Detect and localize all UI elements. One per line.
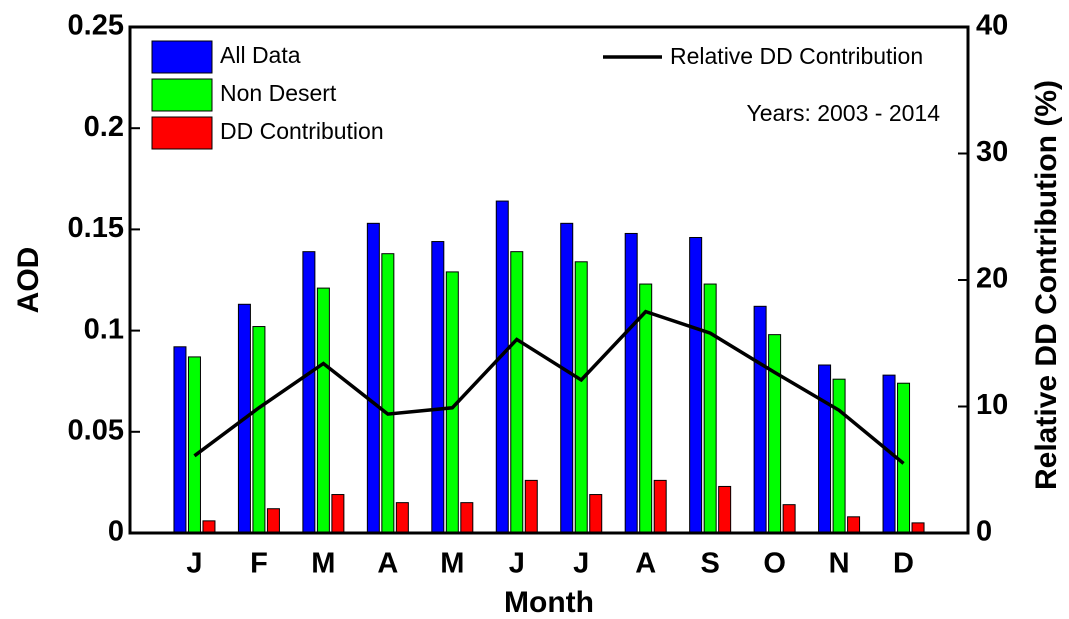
- bar: [495, 200, 509, 534]
- y-tick-label: 0.1: [84, 313, 124, 345]
- bar: [689, 236, 703, 534]
- bar: [624, 232, 638, 534]
- y-tick-label: 0.2: [84, 111, 124, 143]
- bar: [202, 520, 216, 534]
- y-axis-label: AOD: [12, 247, 45, 314]
- bar: [316, 287, 330, 534]
- x-tick-label: J: [186, 548, 202, 580]
- bar: [302, 251, 316, 534]
- bar: [768, 334, 782, 534]
- legend-label: All Data: [220, 42, 301, 68]
- bar: [331, 494, 345, 534]
- x-tick-label: M: [440, 548, 464, 580]
- bar: [703, 283, 717, 534]
- x-tick-label: D: [893, 548, 914, 580]
- x-tick-label: F: [250, 548, 268, 580]
- bar: [173, 346, 187, 534]
- bar: [718, 485, 732, 534]
- bar: [653, 479, 667, 534]
- y-tick-label: 0.15: [68, 212, 124, 244]
- bar: [460, 502, 474, 534]
- y2-tick-label: 0: [976, 516, 992, 548]
- plot-frame: [128, 25, 970, 535]
- bar: [782, 504, 796, 534]
- x-tick-label: J: [573, 548, 589, 580]
- bar: [395, 502, 409, 534]
- bar: [832, 378, 846, 534]
- annotation: Years: 2003 - 2014: [746, 100, 940, 126]
- bar: [574, 261, 588, 534]
- x-tick-label: O: [763, 548, 786, 580]
- bar: [510, 251, 524, 534]
- line: [193, 309, 905, 465]
- y2-tick-label: 20: [976, 263, 1008, 295]
- bar: [818, 364, 832, 534]
- bar: [639, 283, 653, 534]
- bar: [252, 326, 266, 534]
- y2-tick-label: 30: [976, 136, 1008, 168]
- legend-swatch: [151, 78, 213, 112]
- x-tick-label: N: [829, 548, 850, 580]
- x-tick-label: A: [635, 548, 656, 580]
- x-tick-label: M: [311, 548, 335, 580]
- x-tick-label: S: [700, 548, 719, 580]
- legend-label: Non Desert: [220, 80, 337, 106]
- y2-tick-label: 40: [976, 10, 1008, 42]
- bar: [560, 222, 574, 534]
- y2-tick-label: 10: [976, 389, 1008, 421]
- bar: [431, 241, 445, 534]
- x-tick-label: J: [509, 548, 525, 580]
- bar: [589, 494, 603, 534]
- bar: [187, 356, 201, 534]
- x-tick-label: A: [377, 548, 398, 580]
- legend-swatch: [151, 40, 213, 74]
- bar: [524, 479, 538, 534]
- bar: [366, 222, 380, 534]
- bar: [847, 516, 861, 534]
- y-tick-label: 0.25: [68, 10, 124, 42]
- x-axis-label: Month: [504, 586, 594, 619]
- legend-label: Relative DD Contribution: [670, 43, 923, 69]
- bar: [266, 508, 280, 534]
- y2-axis-label: Relative DD Contribution (%): [1030, 80, 1063, 490]
- y-tick-label: 0.05: [68, 414, 124, 446]
- bar: [911, 522, 925, 534]
- bar: [381, 253, 395, 534]
- y-tick-label: 0: [108, 516, 124, 548]
- bar: [753, 305, 767, 534]
- legend-swatch: [151, 116, 213, 150]
- legend-label: DD Contribution: [220, 118, 384, 144]
